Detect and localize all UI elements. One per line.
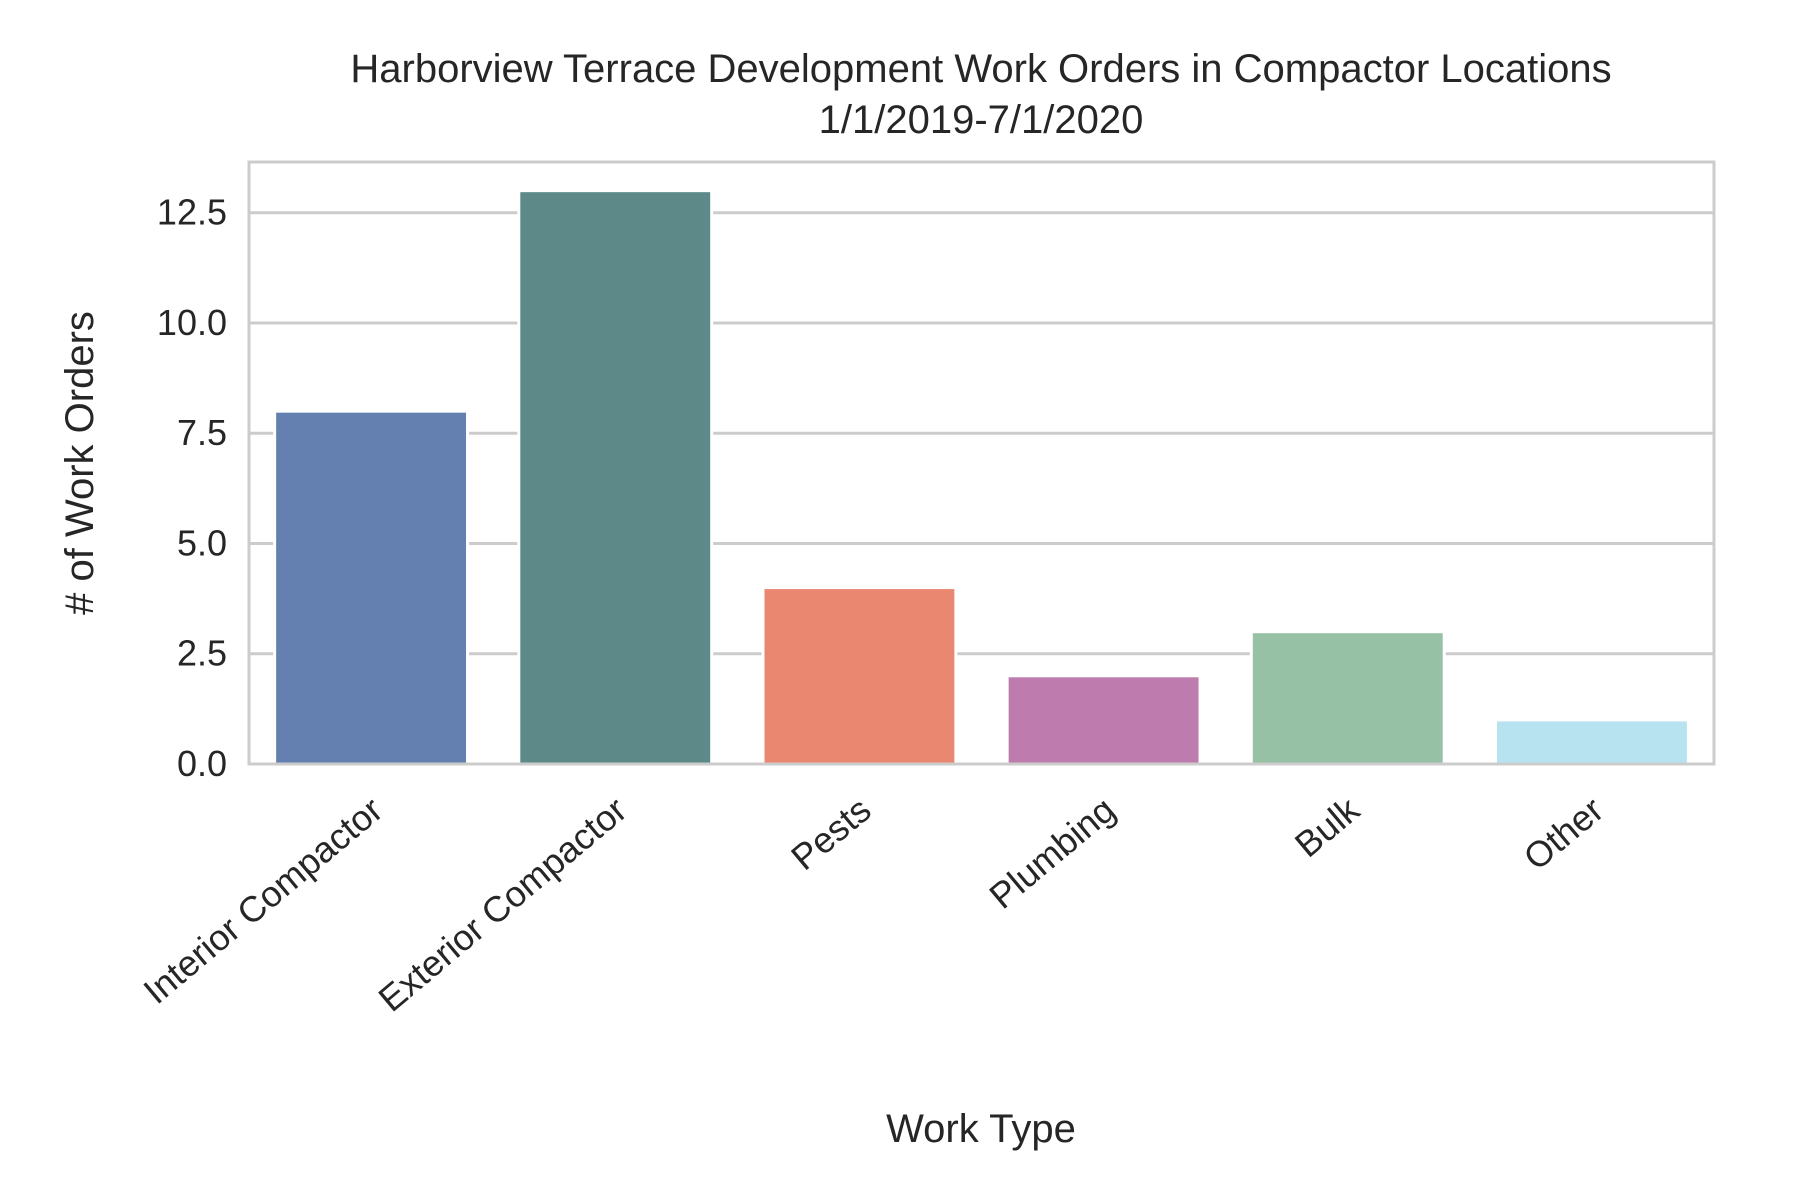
x-tick-label: Pests	[783, 789, 878, 878]
x-tick-label: Interior Compactor	[136, 789, 391, 1012]
y-tick-label: 0.0	[177, 743, 227, 784]
x-axis-label: Work Type	[886, 1107, 1076, 1151]
x-tick-label: Bulk	[1287, 788, 1368, 865]
y-tick-label: 7.5	[177, 412, 227, 453]
bar-pests	[761, 586, 958, 766]
bar-plumbing	[1005, 674, 1202, 766]
y-axis-label: # of Work Orders	[58, 311, 102, 615]
y-tick-label: 5.0	[177, 522, 227, 563]
bar-interior-compactor	[273, 409, 470, 766]
y-tick-label: 12.5	[157, 192, 227, 233]
y-tick-label: 10.0	[157, 302, 227, 343]
bar-other	[1493, 718, 1690, 766]
bar-layer	[273, 189, 1690, 766]
x-tick-label: Other	[1516, 789, 1611, 878]
x-tick-label: Exterior Compactor	[370, 789, 634, 1020]
plot-frame	[247, 160, 1716, 766]
bar-exterior-compactor	[517, 189, 714, 766]
chart-subtitle: 1/1/2019-7/1/2020	[819, 98, 1144, 142]
chart-title: Harborview Terrace Development Work Orde…	[350, 47, 1611, 91]
x-tick-label: Plumbing	[981, 789, 1122, 917]
y-tick-label: 2.5	[177, 633, 227, 674]
bar-bulk	[1249, 630, 1446, 766]
y-tick-labels: 0.0 2.5 5.0 7.5 10.0 12.5	[157, 192, 227, 784]
